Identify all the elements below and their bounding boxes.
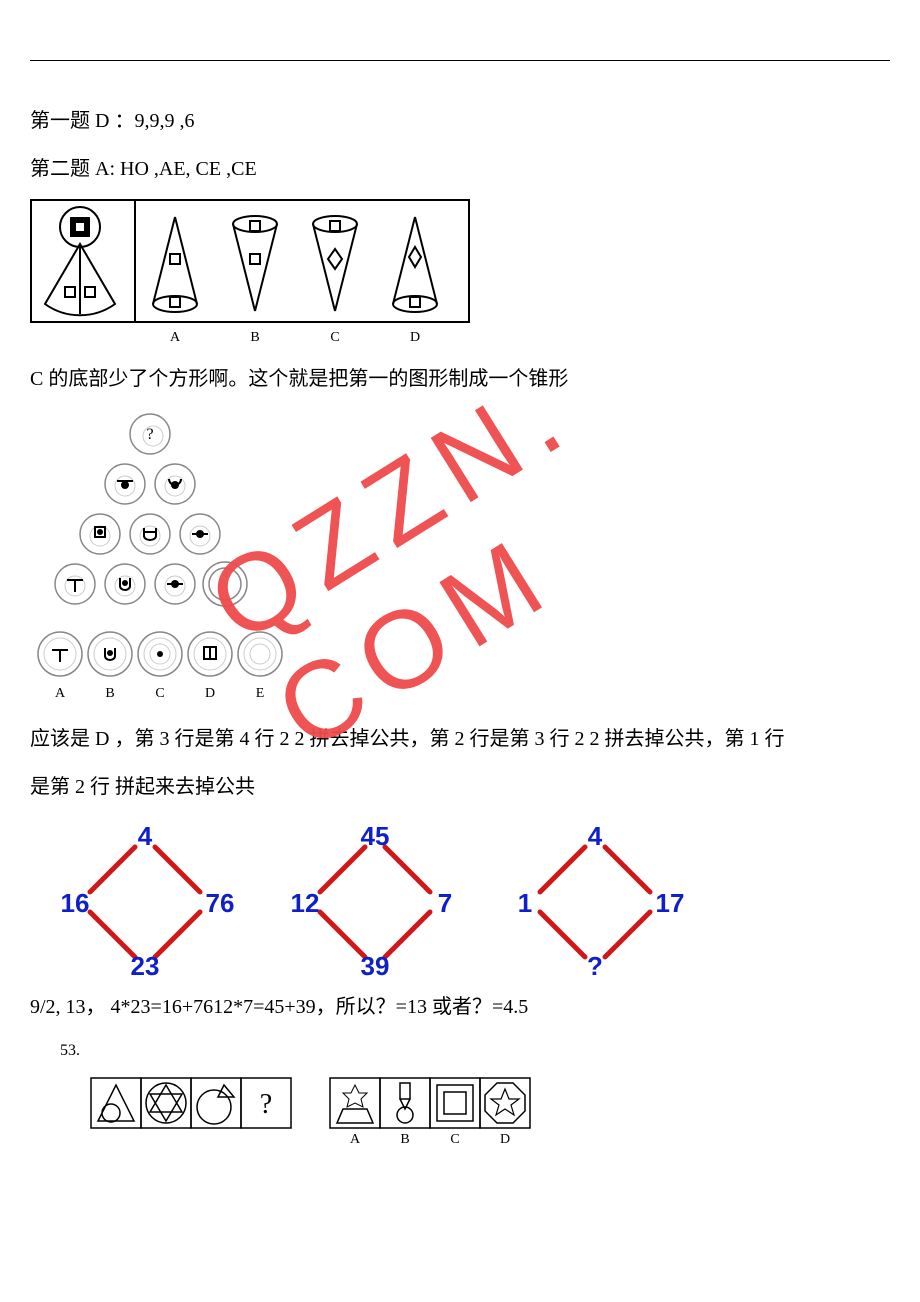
svg-text:?: ? bbox=[260, 1089, 272, 1120]
top-rule bbox=[30, 60, 890, 61]
page: QZZN. COM 第一题 D ：9,9,9 ,6 第二题 A: HO ,AE,… bbox=[0, 0, 920, 1199]
cone-label-a: A bbox=[170, 330, 181, 345]
pyr-label-d: D bbox=[205, 686, 215, 701]
q4-note-a: 应该是 D ，第 3 行是第 4 行 2 2 拼去掉公共，第 2 行是第 3 行… bbox=[30, 719, 890, 759]
svg-text:7: 7 bbox=[438, 888, 452, 918]
diamond-3: 4 1 17 ? bbox=[518, 821, 685, 977]
svg-text:17: 17 bbox=[656, 888, 685, 918]
svg-text:76: 76 bbox=[206, 888, 235, 918]
cone-label-c: C bbox=[330, 330, 339, 345]
diamond-2: 45 12 7 39 bbox=[291, 821, 453, 977]
pyr-label-e: E bbox=[256, 686, 265, 701]
final-label-a: A bbox=[350, 1132, 361, 1147]
q1-text: 第一题 D ：9,9,9 ,6 bbox=[30, 101, 890, 141]
cone-figure: A B C D bbox=[30, 199, 890, 349]
q2-text: 第二题 A: HO ,AE, CE ,CE bbox=[30, 149, 890, 189]
svg-text:23: 23 bbox=[131, 951, 160, 977]
diamond-figure: 4 16 76 23 45 12 7 39 bbox=[30, 817, 890, 977]
cone-label-d: D bbox=[410, 330, 420, 345]
svg-text:16: 16 bbox=[61, 888, 90, 918]
q4-note-b: 是第 2 行 拼起来去掉公共 bbox=[30, 767, 890, 807]
svg-text:?: ? bbox=[146, 426, 153, 443]
q53-label: 53. bbox=[60, 1035, 890, 1067]
final-label-b: B bbox=[400, 1132, 409, 1147]
svg-text:1: 1 bbox=[518, 888, 532, 918]
pyr-label-c: C bbox=[155, 686, 164, 701]
svg-text:4: 4 bbox=[138, 821, 153, 851]
svg-text:?: ? bbox=[587, 951, 603, 977]
final-label-d: D bbox=[500, 1132, 510, 1147]
svg-text:39: 39 bbox=[361, 951, 390, 977]
svg-text:45: 45 bbox=[361, 821, 390, 851]
svg-text:12: 12 bbox=[291, 888, 320, 918]
final-label-c: C bbox=[450, 1132, 459, 1147]
pyramid-figure: ? bbox=[30, 409, 890, 709]
q3-note: C 的底部少了个方形啊。这个就是把第一的图形制成一个锥形 bbox=[30, 359, 890, 399]
calc-text: 9/2, 13， 4*23=16+7612*7=45+39，所以？=13 或者？… bbox=[30, 987, 890, 1027]
svg-text:4: 4 bbox=[588, 821, 603, 851]
final-figure: ? bbox=[90, 1077, 890, 1149]
diamond-1: 4 16 76 23 bbox=[61, 821, 235, 977]
cone-label-b: B bbox=[250, 330, 259, 345]
pyr-label-b: B bbox=[105, 686, 114, 701]
pyr-label-a: A bbox=[55, 686, 66, 701]
